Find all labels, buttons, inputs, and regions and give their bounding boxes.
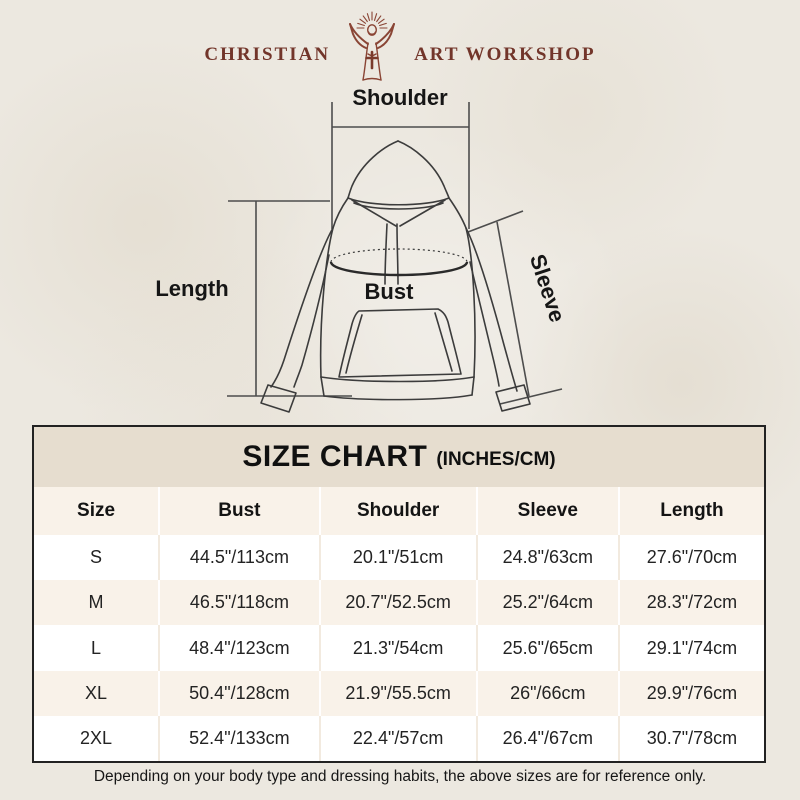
table-cell: 2XL [80,727,113,748]
size-chart-title: SIZE CHART [242,440,428,473]
column-header-shoulder: Shoulder [318,487,476,535]
table-header-row: Size Bust Shoulder Sleeve Length [34,487,764,535]
hoodie-line-drawing: Shoulder Length Bust Sleeve [155,85,570,413]
hem-sides [320,376,475,397]
table-cell: L [91,637,102,658]
bust-ellipse-back [330,248,468,263]
table-cell: 26"/66cm [475,670,618,716]
hood-rim [347,197,450,206]
reference-note: Depending on your body type and dressing… [93,768,707,785]
shoulder-label: Shoulder [352,85,448,110]
pocket [338,308,462,378]
table-cell: 29.9"/76cm [617,670,764,716]
table-cell: 26.4"/67cm [475,715,618,762]
table-cell: 50.4"/128cm [158,670,319,716]
table-cell: 44.5"/113cm [158,535,319,581]
shoulder-dimension-lines [331,102,470,229]
raised-arms [349,23,396,49]
brand-name-left: CHRISTIAN [204,44,331,65]
table-cell: 52.4"/133cm [158,715,319,762]
size-chart-units: (INCHES/CM) [436,449,556,470]
table-cell: 20.7"/52.5cm [318,580,476,626]
size-chart-title-band: SIZE CHART (INCHES/CM) [34,427,764,487]
column-header-length: Length [617,487,764,535]
table-row-s: S 44.5"/113cm 20.1"/51cm 24.8"/63cm 27.6… [34,535,764,581]
table-cell: 46.5"/118cm [158,580,319,626]
table-cell: 20.1"/51cm [318,535,476,581]
left-cuff [260,384,297,413]
left-sleeve-outer [270,227,334,388]
cross-icon [365,50,379,70]
bust-ellipse-front [329,261,469,277]
beard [367,31,377,35]
size-chart-table: SIZE CHART (INCHES/CM) Size Bust Shoulde… [32,425,766,763]
hem-top [320,376,475,383]
right-sleeve-inner [469,261,500,387]
table-cell: 28.3"/72cm [617,580,764,626]
brand-logo: CHRISTIAN [0,6,800,86]
hood-v-opening [351,199,446,227]
halo-rays [356,11,388,29]
hood-right [397,140,450,199]
drawstrings [384,223,399,285]
table-row-l: L 48.4"/123cm 21.3"/54cm 25.6"/65cm 29.1… [34,625,764,671]
head [367,24,378,36]
hoodie-outline [260,140,531,413]
sleeve-dimension-lines [467,210,563,405]
column-header-sleeve: Sleeve [475,487,618,535]
bust-label: Bust [365,279,415,304]
column-header-size: Size [77,500,116,521]
jesus-figure-icon [349,11,396,81]
table-cell: 25.2"/64cm [475,580,618,626]
table-cell: 30.7"/78cm [617,715,764,762]
body-right [448,197,476,378]
table-cell: S [90,547,103,568]
column-header-bust: Bust [158,487,319,535]
table-cell: 25.6"/65cm [475,625,618,671]
brand-name-right: ART WORKSHOP [414,44,596,65]
table-cell: XL [85,682,108,703]
table-cell: M [88,592,104,613]
robe [362,42,382,81]
body-left [319,197,349,378]
table-cell: 29.1"/74cm [617,625,764,671]
pocket-right-stitch [434,312,453,372]
table-cell: 22.4"/57cm [318,715,476,762]
hood-left [347,140,399,199]
table-cell: 27.6"/70cm [617,535,764,581]
table-cell: 24.8"/63cm [475,535,618,581]
left-sleeve-inner [293,254,330,388]
table-row-2xl: 2XL 52.4"/133cm 22.4"/57cm 26.4"/67cm 30… [34,715,764,762]
table-cell: 48.4"/123cm [158,625,319,671]
pocket-left-stitch [345,314,363,374]
length-label: Length [155,276,228,301]
hoodie-measurement-diagram: Shoulder Length Bust Sleeve [0,82,800,430]
table-cell: 21.9"/55.5cm [318,670,476,716]
right-sleeve-outer [465,227,518,392]
right-cuff [495,384,531,412]
sleeve-label: Sleeve [525,251,570,325]
table-row-m: M 46.5"/118cm 20.7"/52.5cm 25.2"/64cm 28… [34,580,764,626]
table-row-xl: XL 50.4"/128cm 21.9"/55.5cm 26"/66cm 29.… [34,670,764,716]
hem-bottom [323,394,473,401]
length-dimension-lines [227,200,352,397]
table-cell: 21.3"/54cm [318,625,476,671]
